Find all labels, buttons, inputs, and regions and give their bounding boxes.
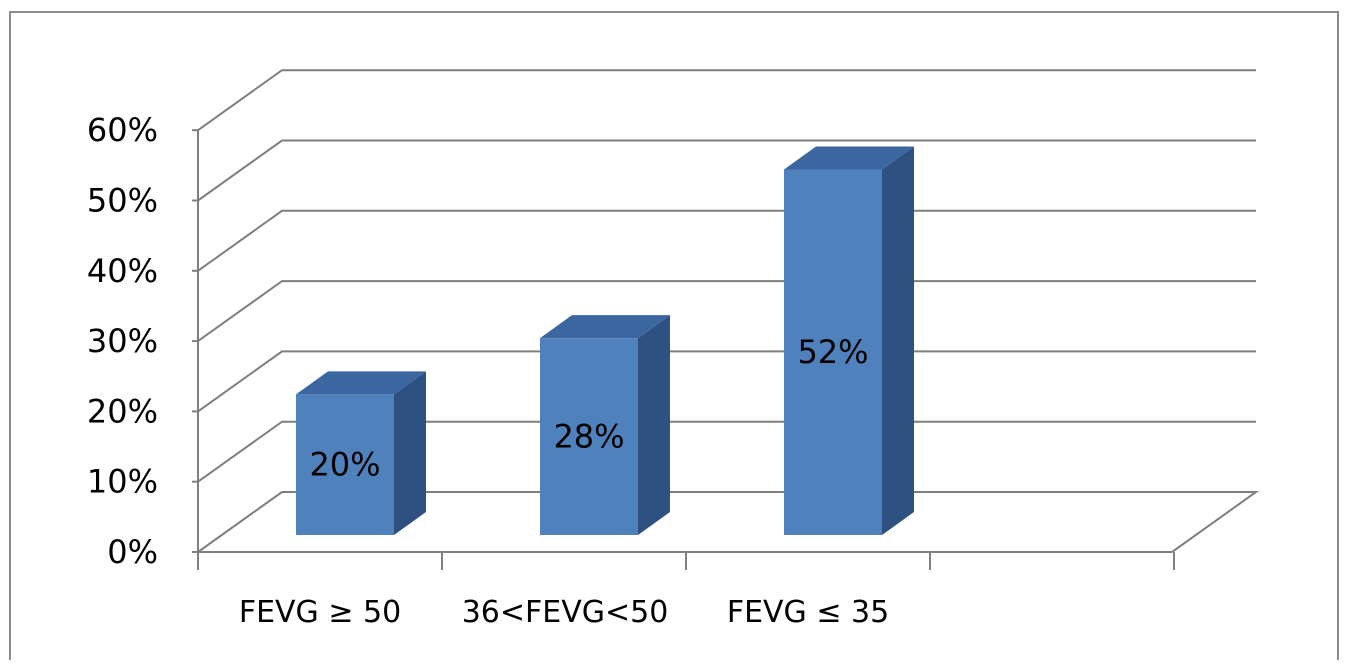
bar-side bbox=[882, 146, 914, 535]
y-tick-label: 40% bbox=[87, 252, 158, 290]
gridline bbox=[197, 69, 1256, 132]
gridline bbox=[197, 209, 1256, 272]
y-tick-label: 50% bbox=[87, 182, 158, 220]
gridline bbox=[197, 420, 1256, 483]
y-tick-label: 10% bbox=[87, 463, 158, 501]
bars bbox=[296, 146, 914, 535]
bar-top bbox=[784, 146, 914, 170]
bar-top bbox=[540, 315, 670, 339]
gridline bbox=[197, 139, 1256, 202]
axes bbox=[192, 129, 1175, 570]
y-tick-label: 60% bbox=[87, 111, 158, 149]
y-tick-label: 0% bbox=[107, 533, 158, 571]
bar bbox=[540, 338, 638, 535]
x-category-label: FEVG ≤ 35 bbox=[727, 595, 889, 630]
gridline bbox=[197, 350, 1256, 413]
y-tick-label: 20% bbox=[87, 392, 158, 430]
bar bbox=[296, 394, 394, 535]
data-label: 52% bbox=[797, 333, 868, 371]
x-category-label: 36<FEVG<50 bbox=[462, 595, 669, 630]
bar-side bbox=[638, 315, 670, 535]
gridlines bbox=[197, 69, 1260, 553]
chart-border bbox=[9, 11, 1339, 665]
data-label: 20% bbox=[309, 446, 380, 484]
y-tick-label: 30% bbox=[87, 322, 158, 360]
labels: 0% 10% 20% 30% 40% 50% 60% 20% 28% 52% FEVG ≥ 50 36… bbox=[87, 111, 889, 630]
x-category-label: FEVG ≥ 50 bbox=[239, 595, 401, 630]
floor-gridline bbox=[197, 491, 1260, 553]
data-label: 28% bbox=[553, 418, 624, 456]
bar-side bbox=[394, 371, 426, 535]
gridline bbox=[197, 280, 1256, 342]
bar bbox=[784, 169, 882, 535]
bar-top bbox=[296, 371, 426, 395]
